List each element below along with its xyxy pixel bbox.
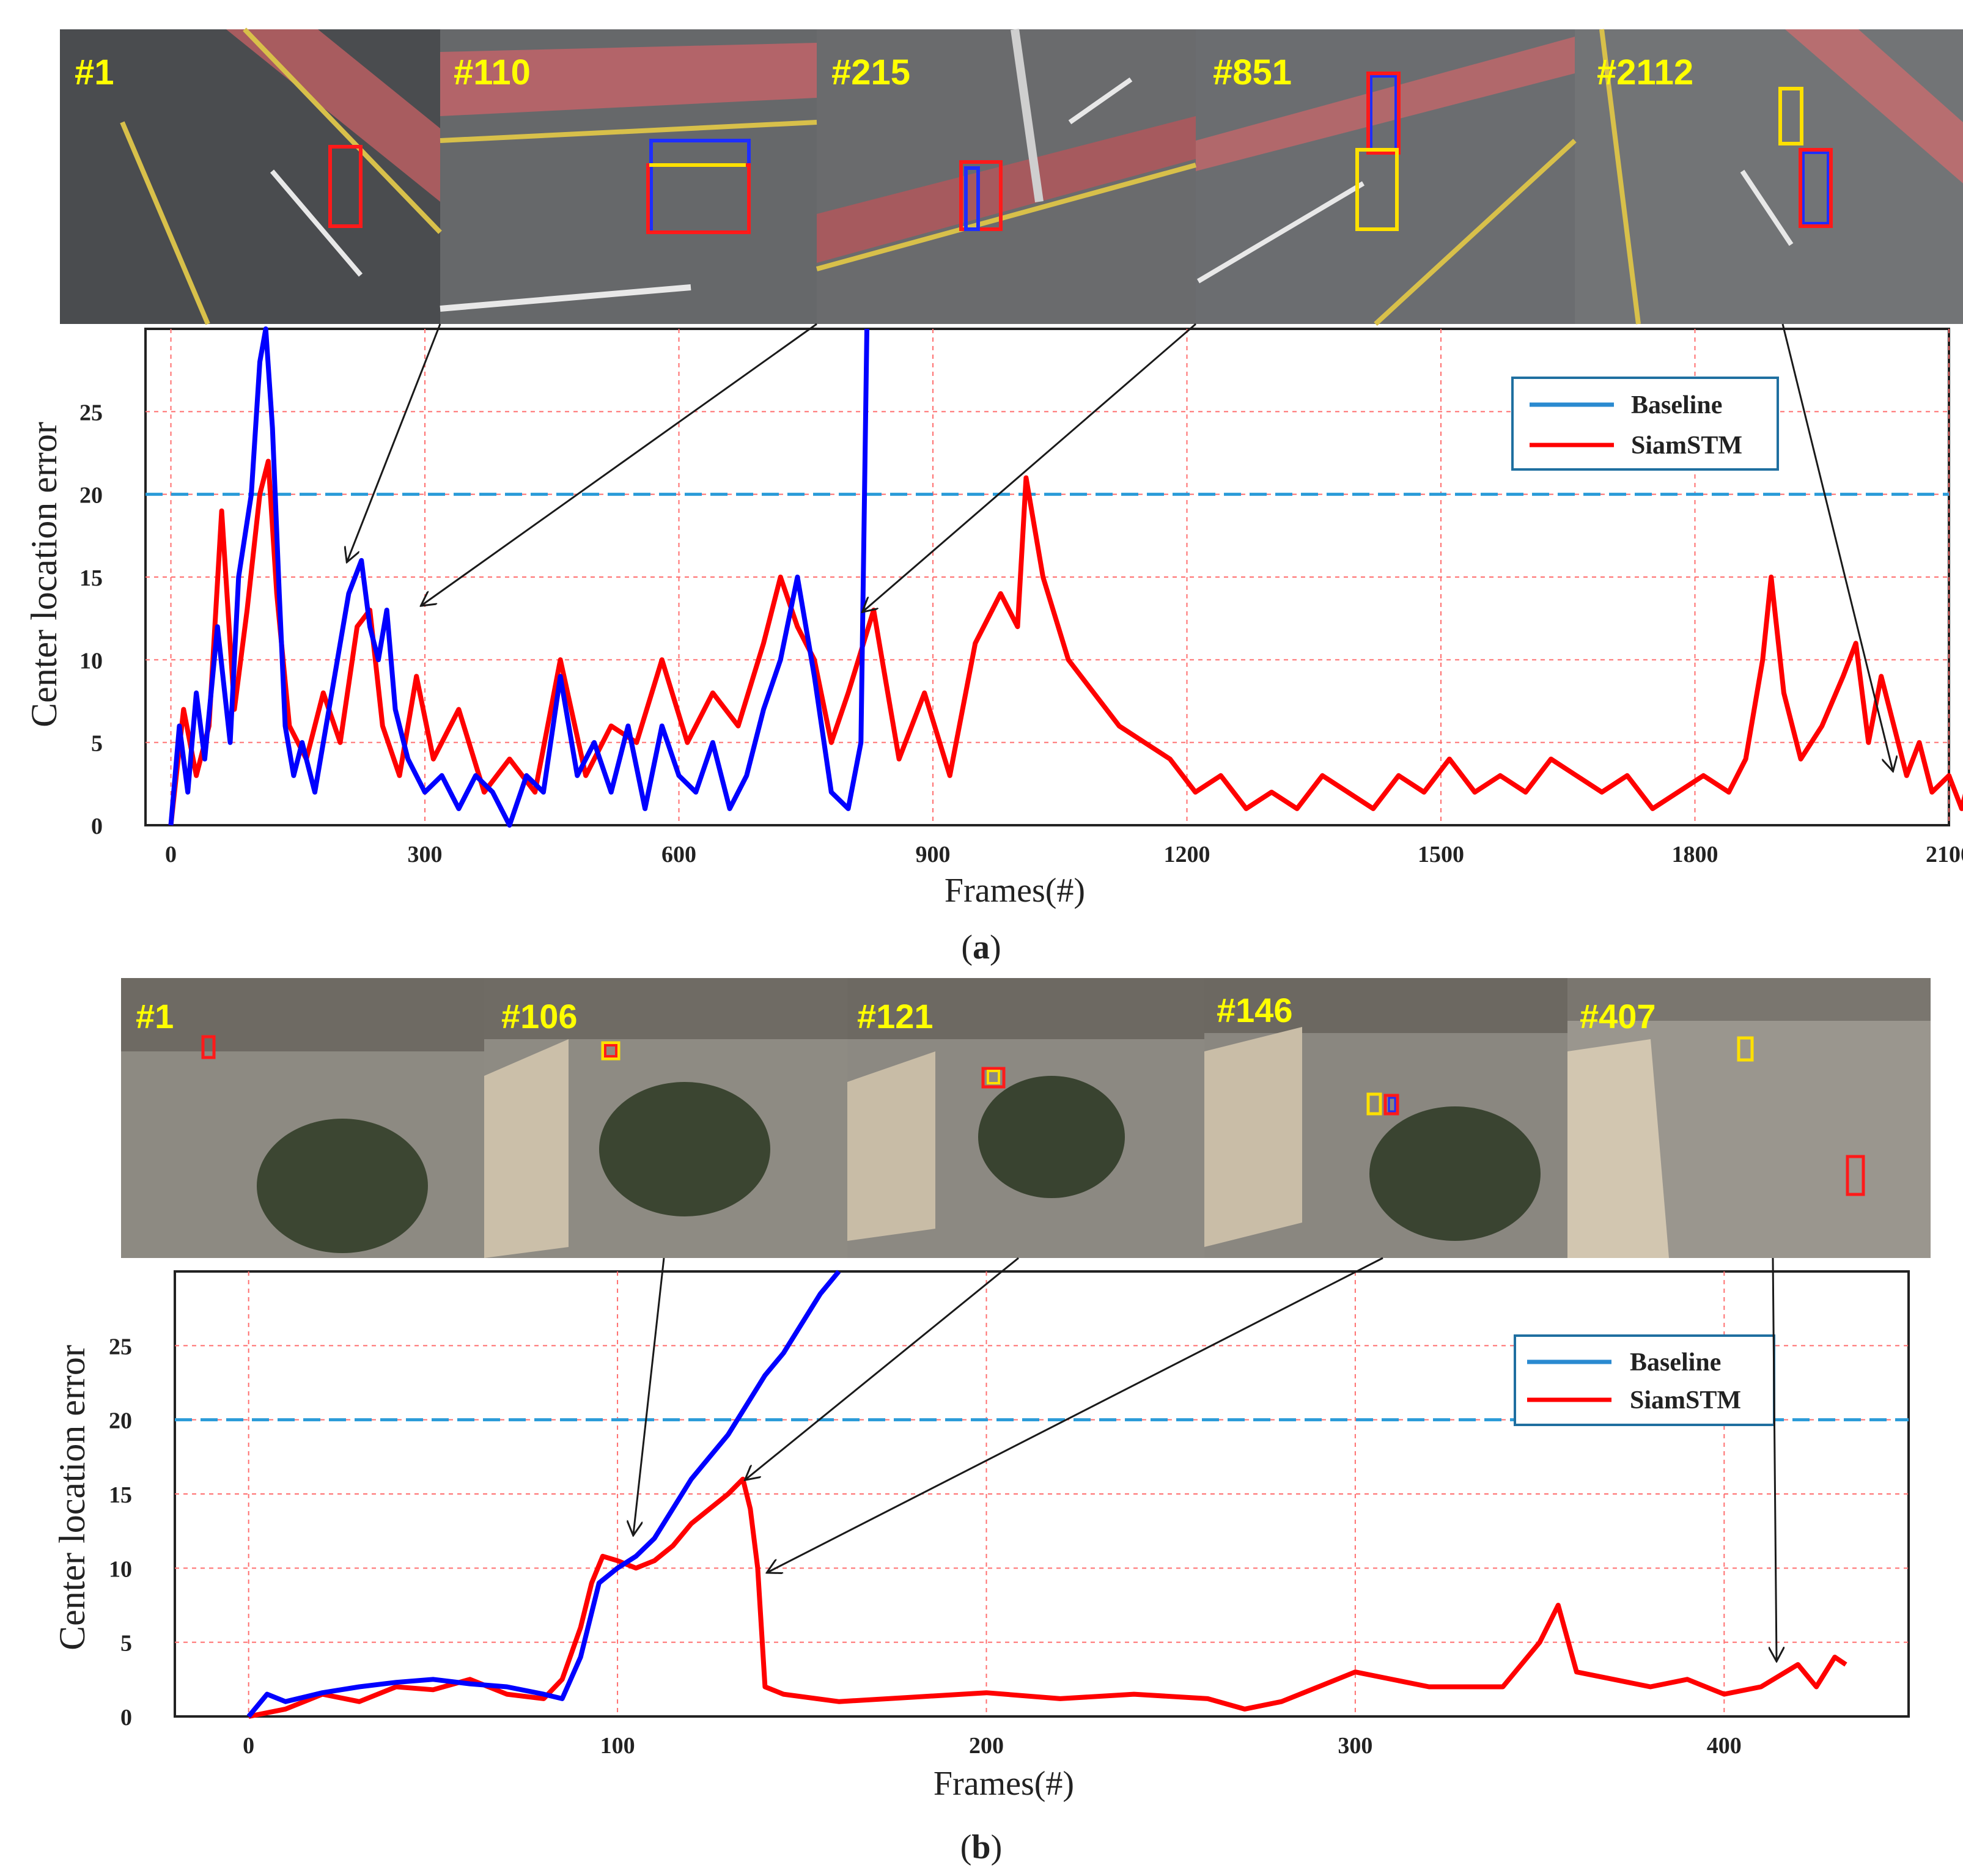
frame-label-a-1: #1: [75, 53, 114, 92]
x-tick-label: 1200: [1164, 842, 1210, 867]
y-tick-label: 0: [120, 1705, 132, 1731]
y-tick-label: 25: [109, 1334, 132, 1359]
y-tick-label: 15: [109, 1482, 132, 1508]
x-axis-title-b: Frames(#): [934, 1765, 1074, 1803]
panel-caption-a: (a): [961, 929, 1001, 966]
x-tick-label: 300: [1338, 1733, 1372, 1759]
y-tick-label: 10: [109, 1556, 132, 1582]
y-tick-label: 0: [91, 814, 103, 839]
frame-label-b-3: #121: [857, 997, 934, 1035]
frame-label-a-2: #110: [454, 53, 531, 92]
y-tick-label: 25: [79, 400, 103, 425]
frame-label-b-4: #146: [1217, 991, 1293, 1029]
x-tick-label: 200: [969, 1733, 1004, 1759]
x-tick-label: 600: [661, 842, 696, 867]
frame-label-a-4: #851: [1213, 53, 1292, 92]
frame-label-a-5: #2112: [1597, 53, 1693, 92]
legend-label-baseline-a: Baseline: [1631, 391, 1722, 419]
y-tick-label: 20: [79, 483, 103, 509]
series-lines-a: [168, 326, 1963, 828]
x-tick-label: 1500: [1418, 842, 1464, 867]
y-tick-label: 20: [109, 1408, 132, 1434]
series-line-baseline: [246, 1270, 841, 1718]
series-line-baseline: [168, 326, 869, 828]
legend-label-siamstm-b: SiamSTM: [1630, 1386, 1741, 1414]
y-tick-label: 10: [79, 648, 103, 674]
frame-label-b-5: #407: [1580, 997, 1656, 1035]
y-tick-label: 15: [79, 565, 103, 591]
series-lines-b: [246, 1270, 1847, 1719]
legend-b: Baseline SiamSTM: [1514, 1334, 1775, 1426]
callout-arrows-a: [347, 323, 1893, 770]
panel-a: #1 #110 #215 #851 #2112 0 300 600 900 1200 15…: [24, 28, 1963, 966]
panel-b: #1 #106 #121 #146 #407 0 100 200 300 400 0 5 10…: [52, 978, 1931, 1866]
x-tick-label: 900: [916, 842, 951, 867]
legend-label-siamstm-a: SiamSTM: [1631, 432, 1742, 460]
panel-caption-b: (b): [960, 1828, 1002, 1866]
x-axis-title-a: Frames(#): [945, 872, 1085, 910]
x-tick-label: 100: [600, 1733, 635, 1759]
frame-label-b-2: #106: [501, 997, 578, 1035]
legend-a: Baseline SiamSTM: [1511, 377, 1779, 471]
y-axis-title-b: Center location error: [52, 1345, 92, 1650]
y-tick-label: 5: [120, 1631, 132, 1657]
frame-strip-b: #1 #106 #121 #146 #407: [121, 978, 1931, 1258]
frame-label-b-1: #1: [136, 997, 174, 1035]
x-tick-label: 0: [165, 842, 177, 867]
legend-label-baseline-b: Baseline: [1630, 1348, 1721, 1377]
grid-b: [175, 1271, 1909, 1716]
callout-arrows-b: [633, 1257, 1777, 1660]
plot-b: 0 100 200 300 400 0 5 10 15 20 25 Frames(#) Center…: [52, 1257, 1910, 1803]
x-tick-label: 1800: [1672, 842, 1718, 867]
frame-strip-a: #1 #110 #215 #851 #2112: [60, 28, 1963, 326]
tick-labels-b: 0 100 200 300 400 0 5 10 15 20 25: [109, 1334, 1742, 1759]
x-tick-label: 0: [243, 1733, 254, 1759]
series-line-siamstm: [248, 1476, 1847, 1719]
x-tick-label: 400: [1707, 1733, 1742, 1759]
frame-label-a-3: #215: [831, 53, 910, 92]
y-tick-label: 5: [91, 731, 103, 757]
x-tick-label: 300: [408, 842, 443, 867]
y-axis-title-a: Center location error: [24, 422, 64, 727]
